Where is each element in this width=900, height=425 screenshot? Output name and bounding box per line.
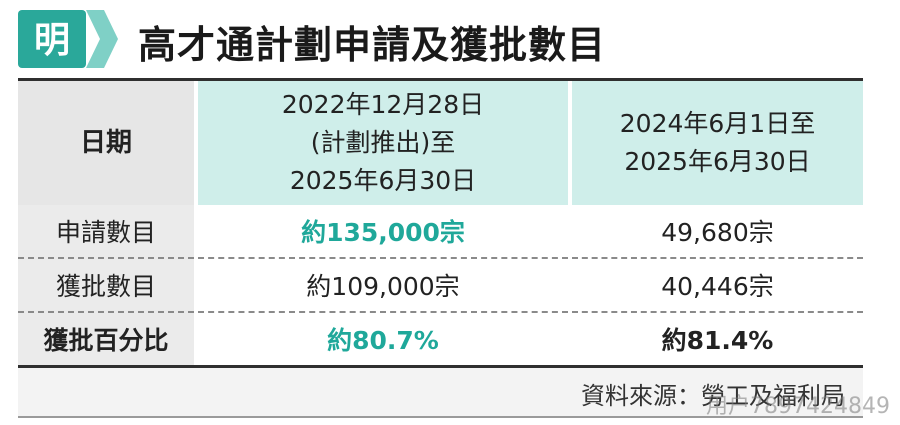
row-label-approval-rate: 獲批百分比 bbox=[18, 311, 196, 365]
approval-rate-recent-value: 約81.4% bbox=[568, 311, 863, 365]
table-row-applications: 申請數目 約135,000宗 49,680宗 bbox=[18, 205, 863, 258]
page-title: 高才通計劃申請及獲批數目 bbox=[138, 23, 607, 67]
header-period-full-line-1: 2022年12月28日 bbox=[281, 90, 485, 119]
source-rule bbox=[18, 416, 863, 418]
ming-pao-logo-icon: 明 bbox=[18, 10, 118, 68]
header-date-label: 日期 bbox=[18, 81, 196, 205]
table-bottom-rule bbox=[18, 365, 863, 368]
row-label-approvals: 獲批數目 bbox=[18, 257, 196, 312]
header-period-full-line-3: 2025年6月30日 bbox=[289, 166, 477, 195]
row-label-applications: 申請數目 bbox=[18, 205, 196, 258]
header-period-recent: 2024年6月1日至 2025年6月30日 bbox=[568, 81, 863, 205]
applications-recent-value: 49,680宗 bbox=[568, 205, 863, 258]
approvals-full-value: 約109,000宗 bbox=[194, 257, 570, 312]
header: 明 高才通計劃申請及獲批數目 bbox=[18, 10, 888, 68]
header-period-full: 2022年12月28日 (計劃推出)至 2025年6月30日 bbox=[194, 81, 570, 205]
table-header-row: 日期 2022年12月28日 (計劃推出)至 2025年6月30日 2024年6… bbox=[18, 81, 863, 205]
header-period-full-line-2: (計劃推出)至 bbox=[310, 128, 456, 157]
header-period-recent-line-1: 2024年6月1日至 bbox=[619, 109, 816, 138]
approval-rate-full-value: 約80.7% bbox=[194, 311, 570, 365]
watermark: 用户7897424849 bbox=[706, 394, 890, 419]
source-row: 資料來源：勞工及福利局 bbox=[18, 368, 863, 416]
table-row-approval-rate: 獲批百分比 約80.7% 約81.4% bbox=[18, 311, 863, 365]
table-top-rule bbox=[18, 78, 863, 81]
data-table: 日期 2022年12月28日 (計劃推出)至 2025年6月30日 2024年6… bbox=[18, 78, 863, 418]
header-period-recent-line-2: 2025年6月30日 bbox=[624, 147, 811, 176]
logo-char: 明 bbox=[34, 20, 70, 61]
source-note: 資料來源：勞工及福利局 bbox=[581, 382, 845, 410]
approvals-recent-value: 40,446宗 bbox=[568, 257, 863, 312]
applications-full-value: 約135,000宗 bbox=[194, 205, 570, 258]
table-row-approvals: 獲批數目 約109,000宗 40,446宗 bbox=[18, 257, 863, 312]
